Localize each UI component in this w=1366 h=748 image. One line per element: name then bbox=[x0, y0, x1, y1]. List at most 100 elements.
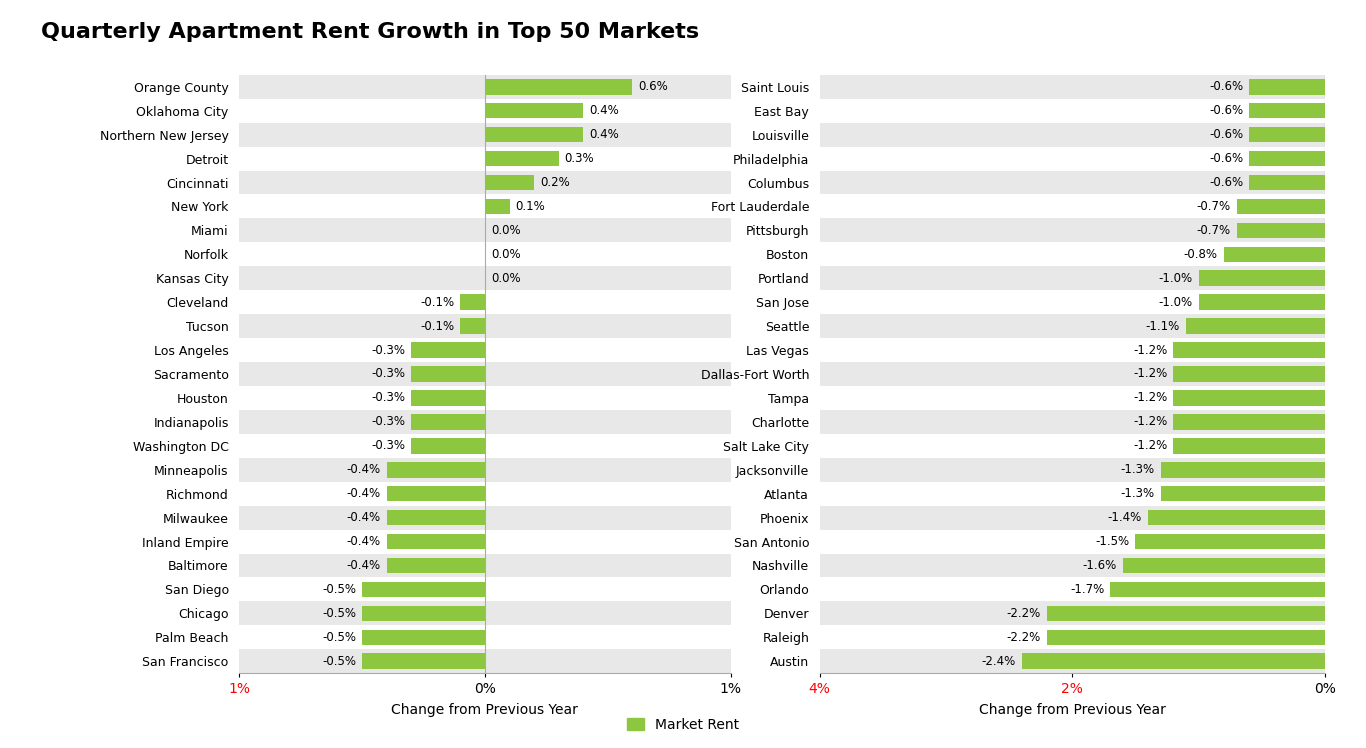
Bar bbox=[1173, 343, 1325, 358]
Text: -1.2%: -1.2% bbox=[1132, 439, 1168, 453]
Bar bbox=[362, 654, 485, 669]
Text: -2.2%: -2.2% bbox=[1007, 607, 1041, 620]
Bar bbox=[460, 319, 485, 334]
Text: -1.2%: -1.2% bbox=[1132, 391, 1168, 405]
Bar bbox=[1249, 79, 1325, 94]
Bar bbox=[820, 649, 1325, 673]
Text: -0.3%: -0.3% bbox=[372, 439, 406, 453]
Text: 0.3%: 0.3% bbox=[564, 152, 594, 165]
Bar bbox=[411, 343, 485, 358]
Text: -1.6%: -1.6% bbox=[1082, 559, 1117, 572]
Text: -0.4%: -0.4% bbox=[347, 559, 381, 572]
Bar bbox=[485, 103, 583, 118]
Text: -2.4%: -2.4% bbox=[981, 654, 1016, 668]
Text: -1.0%: -1.0% bbox=[1158, 272, 1193, 285]
Text: -0.3%: -0.3% bbox=[372, 343, 406, 357]
Bar bbox=[411, 438, 485, 453]
Text: -0.4%: -0.4% bbox=[347, 535, 381, 548]
Bar bbox=[1236, 223, 1325, 238]
Bar bbox=[820, 530, 1325, 554]
Text: -0.6%: -0.6% bbox=[1209, 152, 1243, 165]
Bar bbox=[820, 75, 1325, 99]
Bar bbox=[820, 410, 1325, 434]
Text: -1.3%: -1.3% bbox=[1120, 487, 1154, 500]
Bar bbox=[239, 99, 731, 123]
Text: -0.4%: -0.4% bbox=[347, 511, 381, 524]
Bar bbox=[1249, 103, 1325, 118]
Bar bbox=[820, 434, 1325, 458]
Bar bbox=[387, 534, 485, 549]
Bar bbox=[239, 530, 731, 554]
Bar bbox=[485, 79, 632, 94]
Bar bbox=[1046, 606, 1325, 621]
Bar bbox=[239, 338, 731, 362]
Bar bbox=[239, 242, 731, 266]
Bar bbox=[239, 362, 731, 386]
Bar bbox=[239, 75, 731, 99]
Bar bbox=[1147, 510, 1325, 525]
Bar bbox=[820, 147, 1325, 171]
Bar bbox=[820, 482, 1325, 506]
Bar bbox=[1173, 390, 1325, 405]
Text: 0.2%: 0.2% bbox=[540, 176, 570, 189]
Bar bbox=[1123, 558, 1325, 573]
Text: -0.1%: -0.1% bbox=[421, 319, 455, 333]
Text: -1.1%: -1.1% bbox=[1146, 319, 1180, 333]
Bar bbox=[820, 123, 1325, 147]
Bar bbox=[1173, 414, 1325, 429]
Bar bbox=[1161, 462, 1325, 477]
Bar bbox=[820, 506, 1325, 530]
Bar bbox=[239, 147, 731, 171]
Text: -0.1%: -0.1% bbox=[421, 295, 455, 309]
Text: -0.5%: -0.5% bbox=[322, 607, 357, 620]
Bar bbox=[1111, 582, 1325, 597]
Text: 0.4%: 0.4% bbox=[589, 128, 619, 141]
Bar bbox=[820, 386, 1325, 410]
Bar bbox=[239, 649, 731, 673]
Text: -2.2%: -2.2% bbox=[1007, 631, 1041, 644]
Bar bbox=[820, 314, 1325, 338]
Bar bbox=[485, 199, 510, 214]
Bar bbox=[485, 151, 559, 166]
Bar bbox=[239, 194, 731, 218]
Bar bbox=[239, 314, 731, 338]
Text: -1.0%: -1.0% bbox=[1158, 295, 1193, 309]
X-axis label: Change from Previous Year: Change from Previous Year bbox=[392, 703, 578, 717]
Bar bbox=[820, 625, 1325, 649]
Text: -1.5%: -1.5% bbox=[1096, 535, 1130, 548]
Bar bbox=[239, 171, 731, 194]
Bar bbox=[362, 630, 485, 645]
Bar bbox=[387, 558, 485, 573]
Bar bbox=[1135, 534, 1325, 549]
Text: -0.3%: -0.3% bbox=[372, 367, 406, 381]
Text: 0.0%: 0.0% bbox=[490, 248, 520, 261]
Text: 0.4%: 0.4% bbox=[589, 104, 619, 117]
Text: -1.7%: -1.7% bbox=[1070, 583, 1104, 596]
Text: 0.0%: 0.0% bbox=[490, 272, 520, 285]
Text: -0.6%: -0.6% bbox=[1209, 80, 1243, 94]
Bar bbox=[460, 295, 485, 310]
Text: -0.4%: -0.4% bbox=[347, 463, 381, 476]
Text: -0.7%: -0.7% bbox=[1197, 224, 1231, 237]
Bar bbox=[411, 414, 485, 429]
Text: -0.8%: -0.8% bbox=[1184, 248, 1218, 261]
Text: -0.6%: -0.6% bbox=[1209, 176, 1243, 189]
Bar bbox=[239, 554, 731, 577]
Text: -1.4%: -1.4% bbox=[1108, 511, 1142, 524]
Text: -1.2%: -1.2% bbox=[1132, 415, 1168, 429]
Bar bbox=[485, 127, 583, 142]
Bar bbox=[411, 367, 485, 381]
Bar bbox=[239, 577, 731, 601]
Text: -0.5%: -0.5% bbox=[322, 631, 357, 644]
Text: -0.4%: -0.4% bbox=[347, 487, 381, 500]
Text: -1.2%: -1.2% bbox=[1132, 343, 1168, 357]
Bar bbox=[387, 510, 485, 525]
Bar bbox=[820, 242, 1325, 266]
Bar bbox=[485, 175, 534, 190]
Bar bbox=[239, 123, 731, 147]
Bar bbox=[239, 218, 731, 242]
Bar bbox=[820, 338, 1325, 362]
Bar bbox=[362, 582, 485, 597]
Bar bbox=[820, 458, 1325, 482]
Bar bbox=[1199, 271, 1325, 286]
